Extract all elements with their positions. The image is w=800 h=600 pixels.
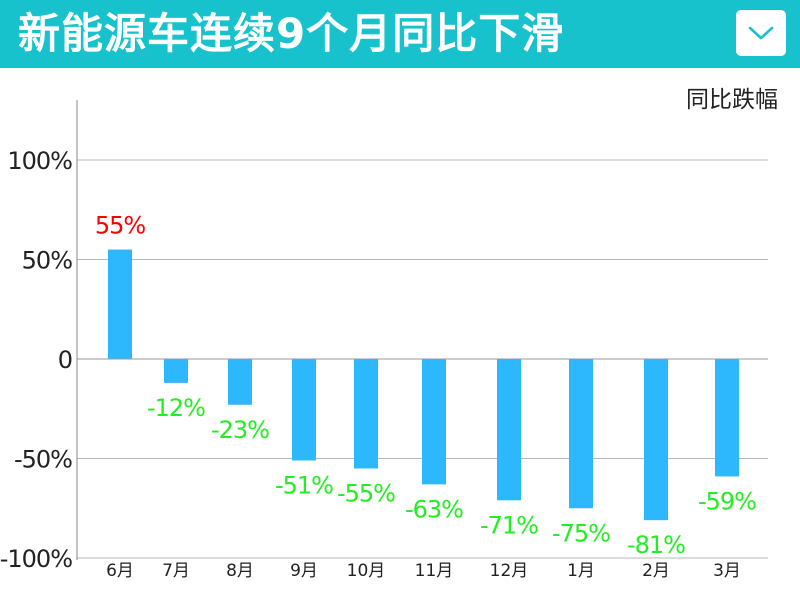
y-unit-label: 同比跌幅 [686,87,778,113]
x-tick-label: 1月 [567,561,595,581]
y-tick-label: 0 [58,346,72,374]
bar [164,359,188,383]
y-tick-label: 50% [22,247,73,275]
x-tick-label: 2月 [642,561,670,581]
value-label: -23% [211,416,269,444]
x-tick-label: 10月 [347,561,386,581]
bar [292,359,316,461]
x-tick-label: 8月 [226,561,254,581]
value-label: -71% [480,511,538,539]
value-label: -59% [698,487,756,515]
header-bar: 新能源车连续9个月同比下滑 [0,0,800,68]
x-tick-label: 9月 [290,561,318,581]
bar [108,249,132,359]
value-label: -55% [337,479,395,507]
x-tick-label: 12月 [490,561,529,581]
value-label: -75% [552,519,610,547]
value-label: -51% [275,471,333,499]
x-tick-label: 11月 [415,561,454,581]
value-label: -81% [627,531,685,559]
y-tick-label: 100% [7,147,72,175]
bar [715,359,739,477]
value-label: -12% [147,394,205,422]
bar [354,359,378,469]
y-tick-label: -100% [0,545,72,573]
x-tick-label: 6月 [106,561,134,581]
bar [644,359,668,521]
bar [569,359,593,509]
x-tick-label: 3月 [713,561,741,581]
page-title: 新能源车连续9个月同比下滑 [18,9,565,58]
y-tick-label: -50% [14,446,72,474]
bar [228,359,252,405]
bar [497,359,521,501]
dropdown-button[interactable] [736,10,786,56]
x-tick-label: 7月 [162,561,190,581]
value-label: -63% [405,495,463,523]
chevron-down-icon [748,26,774,40]
value-label: 55% [95,212,146,240]
bar [422,359,446,485]
